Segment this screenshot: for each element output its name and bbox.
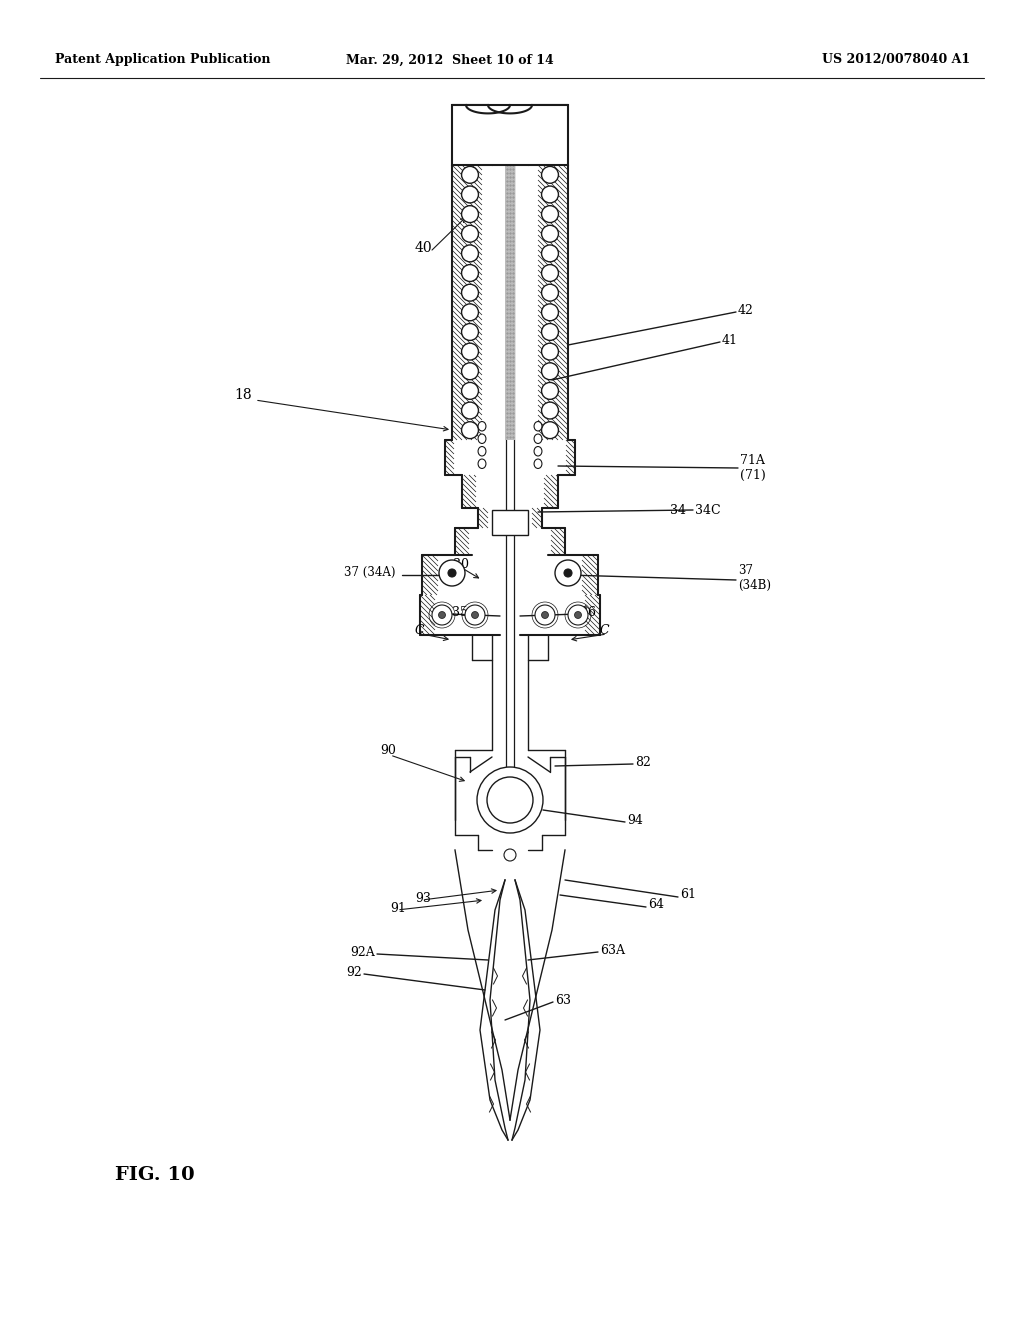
Text: 82: 82 [635,755,651,768]
Ellipse shape [542,323,558,341]
Ellipse shape [462,206,478,223]
Bar [492,510,528,535]
Ellipse shape [542,363,558,380]
Ellipse shape [542,246,558,261]
Bar [452,106,568,165]
Ellipse shape [542,166,558,183]
Ellipse shape [462,403,478,418]
Text: 71A
(71): 71A (71) [740,454,766,482]
Ellipse shape [542,343,558,360]
Text: 61: 61 [680,888,696,902]
Ellipse shape [542,206,558,223]
Ellipse shape [478,434,486,444]
Text: 34: 34 [670,503,686,516]
Text: 91: 91 [390,902,406,915]
Text: 36: 36 [580,606,596,619]
Ellipse shape [535,446,542,455]
Ellipse shape [542,421,558,438]
Ellipse shape [535,421,542,430]
Circle shape [477,767,543,833]
Text: 18: 18 [234,388,252,403]
Circle shape [471,611,478,619]
Ellipse shape [542,226,558,242]
Text: C: C [600,623,609,636]
Text: 93: 93 [415,891,431,904]
Text: FIG. 10: FIG. 10 [115,1166,195,1184]
Ellipse shape [462,343,478,360]
Ellipse shape [535,459,542,469]
Ellipse shape [535,434,542,444]
Bar [505,165,515,440]
Text: 63A: 63A [600,944,625,957]
Ellipse shape [462,166,478,183]
Text: 64: 64 [648,899,664,912]
Text: 92A: 92A [350,945,375,958]
Ellipse shape [462,246,478,261]
Circle shape [432,605,452,624]
Text: 92: 92 [346,965,362,978]
Text: 63: 63 [555,994,571,1006]
Circle shape [504,849,516,861]
Ellipse shape [462,323,478,341]
Text: Mar. 29, 2012  Sheet 10 of 14: Mar. 29, 2012 Sheet 10 of 14 [346,54,554,66]
Text: 94: 94 [627,813,643,826]
Ellipse shape [462,284,478,301]
Ellipse shape [462,304,478,321]
Text: 30: 30 [453,558,469,572]
Text: 42: 42 [738,304,754,317]
Ellipse shape [462,421,478,438]
Circle shape [542,611,549,619]
Circle shape [438,611,445,619]
Circle shape [465,605,485,624]
Ellipse shape [462,186,478,203]
Circle shape [555,560,581,586]
Ellipse shape [478,421,486,430]
Ellipse shape [462,383,478,400]
Text: 37 (34A): 37 (34A) [344,565,395,578]
Ellipse shape [462,363,478,380]
Text: 41: 41 [722,334,738,346]
Ellipse shape [542,264,558,281]
Ellipse shape [462,264,478,281]
Circle shape [568,605,588,624]
Circle shape [574,611,582,619]
Text: 40: 40 [415,242,432,255]
Ellipse shape [542,284,558,301]
Circle shape [449,569,456,577]
Ellipse shape [462,226,478,242]
Text: 35: 35 [452,606,468,619]
Text: 90: 90 [380,743,396,756]
Ellipse shape [542,383,558,400]
Ellipse shape [478,459,486,469]
Circle shape [439,560,465,586]
Text: US 2012/0078040 A1: US 2012/0078040 A1 [822,54,970,66]
Text: 37
(34B): 37 (34B) [738,564,771,591]
Text: Patent Application Publication: Patent Application Publication [55,54,270,66]
Text: C: C [415,623,425,636]
Circle shape [487,777,534,822]
Ellipse shape [542,403,558,418]
Circle shape [535,605,555,624]
Ellipse shape [542,186,558,203]
Text: 34C: 34C [695,503,721,516]
Circle shape [564,569,572,577]
Ellipse shape [542,304,558,321]
Ellipse shape [478,446,486,455]
